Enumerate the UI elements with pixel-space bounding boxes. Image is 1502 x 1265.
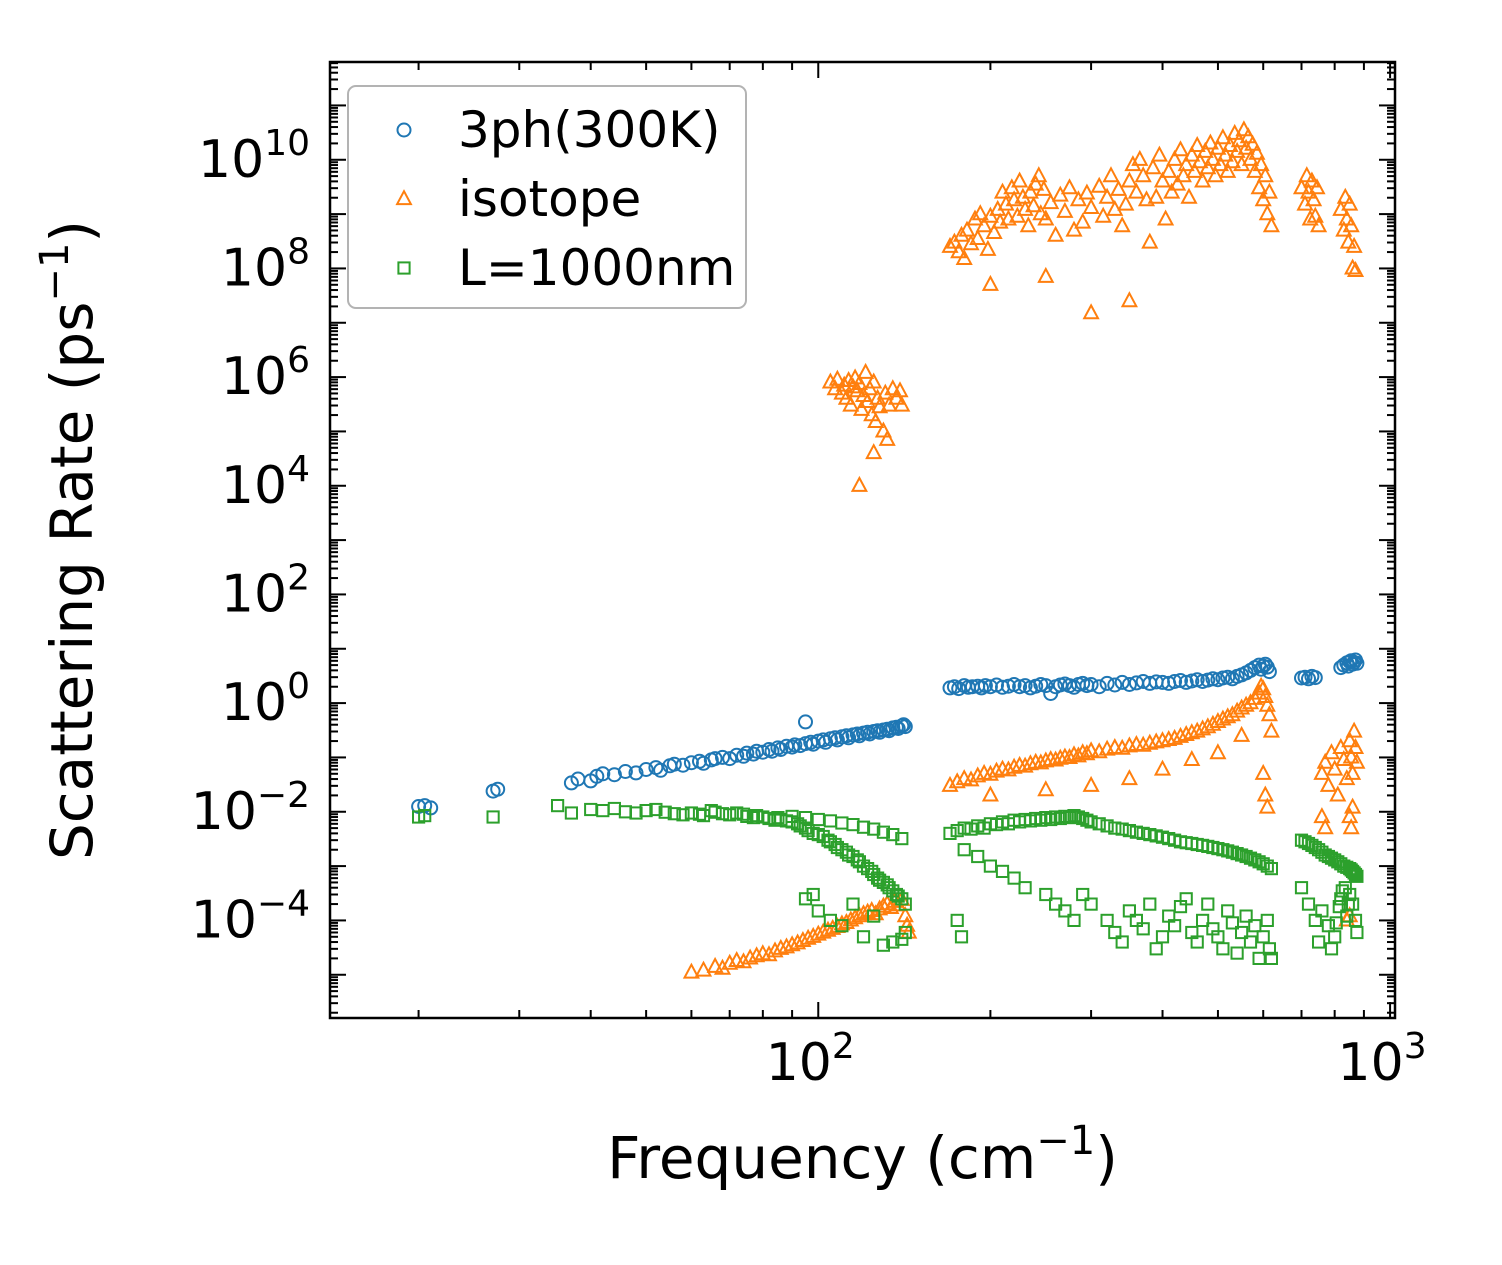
legend-label: 3ph(300K) [458,101,720,159]
x-tick-label: 103 [1338,1026,1427,1093]
legend: 3ph(300K) isotope L=1000nm [347,85,747,309]
x-axis-label: Frequency (cm−1) [607,1118,1118,1192]
legend-label: L=1000nm [458,239,735,297]
y-axis-label: Scattering Rate (ps−1) [32,220,106,860]
legend-label: isotope [458,170,641,228]
